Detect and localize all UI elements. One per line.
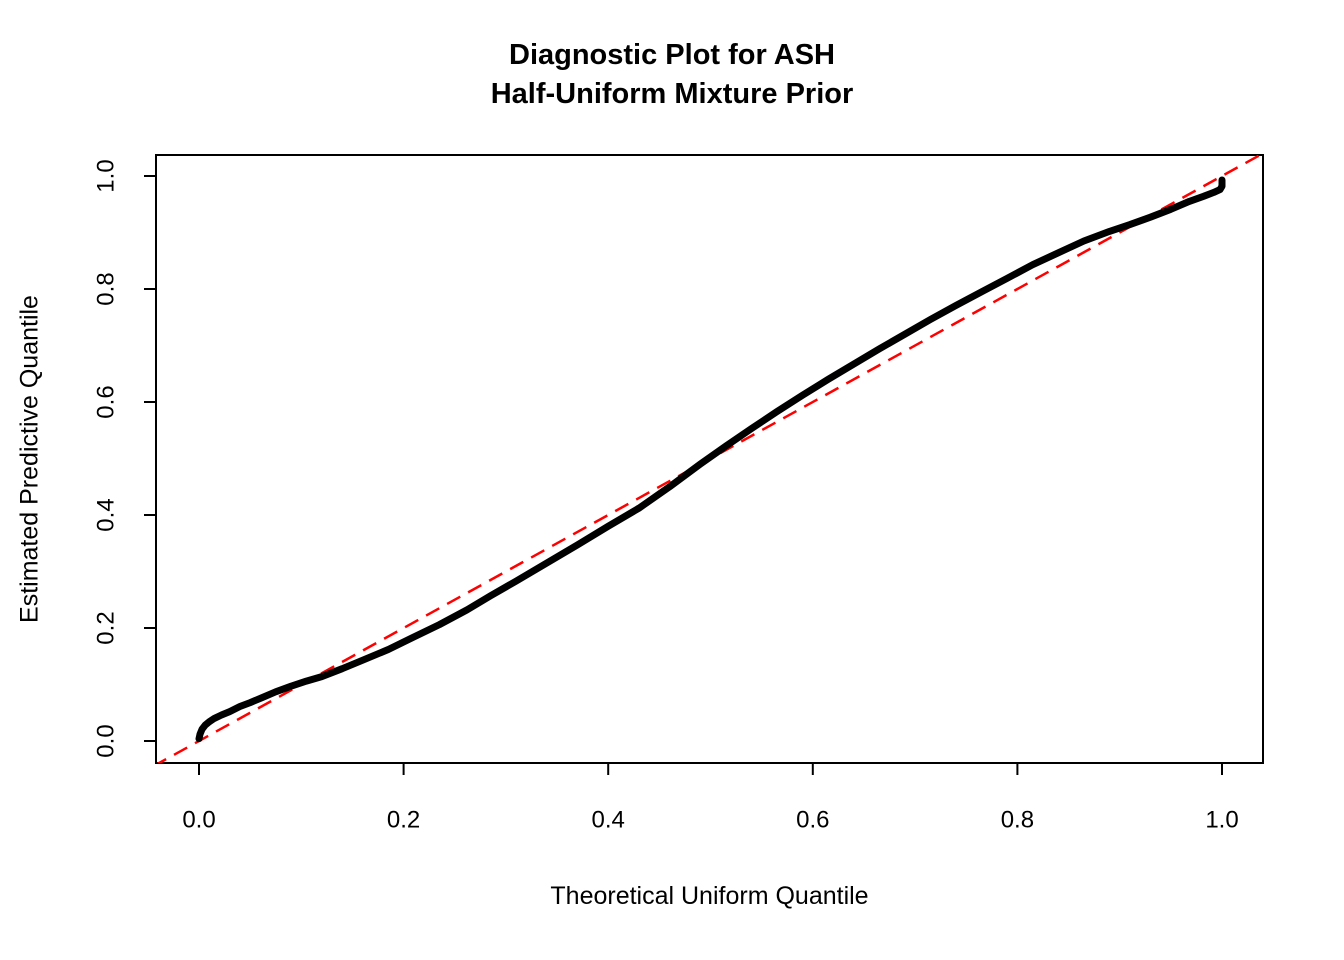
y-tick-label: 1.0 [93,159,120,192]
x-tick-label: 0.6 [796,807,829,834]
y-tick-label: 0.6 [93,385,120,418]
y-tick-label: 0.4 [93,498,120,531]
y-tick-label: 0.0 [93,724,120,757]
x-tick-label: 0.2 [387,807,420,834]
y-tick-label: 0.2 [93,611,120,644]
plot-box [155,154,1264,764]
plot-title: Diagnostic Plot for ASH Half-Uniform Mix… [0,36,1344,114]
estimated-predictive-quantile-curve [195,176,1226,743]
y-axis-title: Estimated Predictive Quantile [15,295,44,623]
x-axis-title: Theoretical Uniform Quantile [550,882,869,910]
x-tick-label: 0.4 [592,807,625,834]
y-tick-label: 0.8 [93,272,120,305]
x-tick-label: 0.8 [1001,807,1034,834]
plot-title-line-2: Half-Uniform Mixture Prior [490,78,854,110]
x-tick-label: 1.0 [1205,807,1238,834]
plot-title-line-1: Diagnostic Plot for ASH [509,39,835,71]
x-tick-label: 0.0 [182,807,215,834]
